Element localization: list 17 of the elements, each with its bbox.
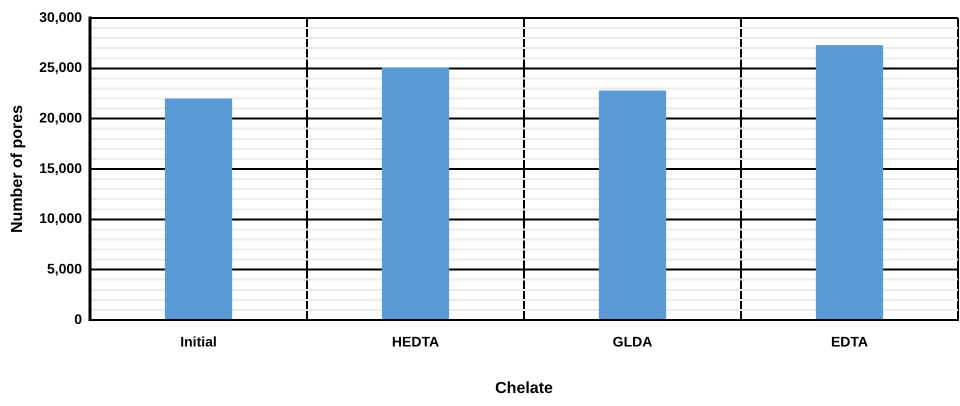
y-tick-label: 25,000 — [39, 59, 82, 76]
y-tick-label: 15,000 — [39, 160, 82, 176]
bar — [382, 67, 450, 319]
y-tick-label: 30,000 — [39, 8, 82, 25]
bar — [164, 98, 232, 319]
y-tick-label: 5,000 — [46, 260, 82, 277]
x-tick-label: HEDTA — [392, 333, 440, 350]
x-tick-label: Initial — [180, 333, 217, 350]
x-tick-label: GLDA — [612, 333, 652, 350]
y-tick-label: 10,000 — [39, 210, 82, 226]
y-tick-label: 0 — [74, 310, 82, 327]
y-axis-title: Number of pores — [9, 104, 26, 234]
bar — [598, 90, 666, 319]
x-axis-title: Chelate — [495, 380, 554, 397]
x-tick-label: EDTA — [830, 333, 868, 350]
bar — [816, 45, 884, 319]
y-tick-label: 20,000 — [39, 110, 82, 126]
